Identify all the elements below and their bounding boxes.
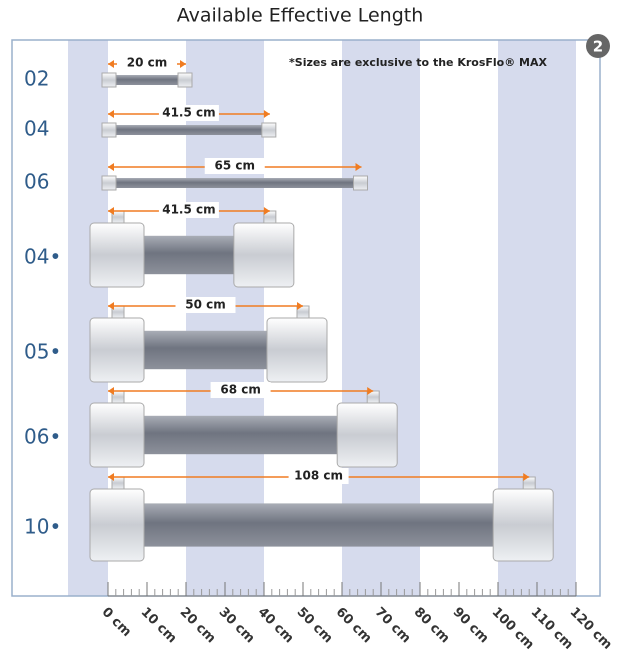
value-label: 50 cm: [185, 298, 226, 312]
tube: [108, 178, 362, 188]
x-tick-label: 120 cm: [567, 605, 615, 653]
x-tick-label: 100 cm: [489, 605, 537, 653]
x-tick-label: 70 cm: [372, 605, 414, 647]
badge-circle: [586, 34, 610, 58]
x-tick-label: 50 cm: [294, 605, 336, 647]
x-tick-label: 30 cm: [216, 605, 258, 647]
x-tick-label: 80 cm: [411, 605, 453, 647]
y-tick-label: 04•: [24, 245, 61, 269]
cap: [89, 222, 145, 288]
label-bg: [288, 468, 349, 484]
band: [342, 40, 420, 596]
cap: [336, 402, 398, 468]
value-label: 108 cm: [294, 469, 343, 483]
label-bg: [204, 158, 265, 174]
cap: [101, 175, 117, 191]
tube: [108, 503, 530, 547]
cap: [261, 122, 277, 138]
cap: [101, 72, 117, 88]
x-tick-label: 90 cm: [450, 605, 492, 647]
cap: [492, 488, 554, 562]
value-label: 41.5 cm: [162, 203, 215, 217]
cap: [89, 402, 145, 468]
label-bg: [175, 297, 236, 313]
label-bg: [158, 105, 219, 121]
cap: [266, 317, 328, 383]
y-tick-label: 10•: [24, 515, 61, 539]
y-tick-label: 04: [24, 117, 49, 141]
label-bg: [117, 55, 177, 71]
cap: [89, 317, 145, 383]
cap: [177, 72, 193, 88]
value-label: 65 cm: [215, 159, 256, 173]
tube: [108, 75, 186, 85]
cap: [101, 122, 117, 138]
x-tick-label: 110 cm: [528, 605, 576, 653]
cap: [353, 175, 368, 191]
value-label: 20 cm: [127, 56, 168, 70]
y-tick-label: 06: [24, 170, 49, 194]
label-bg: [210, 382, 271, 398]
x-tick-label: 60 cm: [333, 605, 375, 647]
cap: [233, 222, 295, 288]
value-label: 68 cm: [220, 383, 261, 397]
x-tick-label: 10 cm: [138, 605, 180, 647]
x-tick-label: 40 cm: [255, 605, 297, 647]
x-tick-label: 0 cm: [99, 605, 134, 640]
value-label: 41.5 cm: [162, 106, 215, 120]
note: *Sizes are exclusive to the KrosFlo® MAX: [289, 56, 547, 69]
tube: [108, 125, 270, 135]
badge: 2: [593, 38, 603, 56]
y-tick-label: 02: [24, 67, 49, 91]
cap: [89, 488, 145, 562]
y-tick-label: 05•: [24, 340, 61, 364]
tube: [108, 415, 374, 455]
x-tick-label: 20 cm: [177, 605, 219, 647]
label-bg: [158, 202, 219, 218]
chart-title: Available Effective Length: [177, 5, 424, 27]
y-tick-label: 06•: [24, 425, 61, 449]
